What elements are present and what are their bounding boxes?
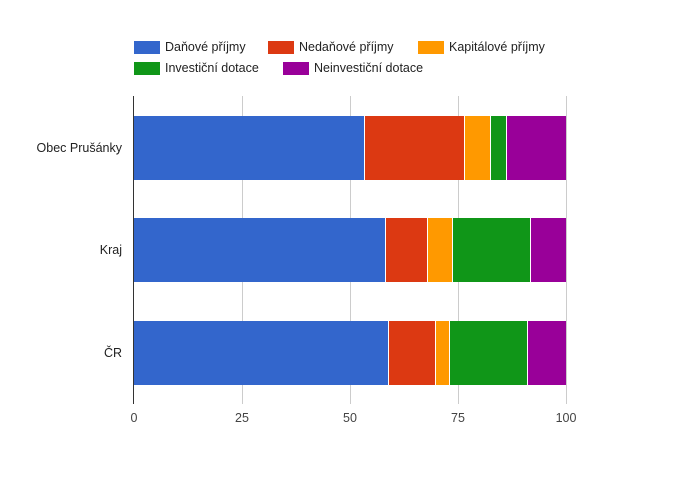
legend-label: Daňové příjmy (165, 40, 246, 54)
bar-segment[interactable] (506, 116, 566, 180)
legend-label: Investiční dotace (165, 61, 259, 75)
legend-item-neinvesticni-dotace[interactable]: Neinvestiční dotace (283, 61, 423, 75)
bar-segment[interactable] (385, 218, 429, 282)
legend-swatch (134, 61, 160, 75)
bar-segment[interactable] (449, 321, 528, 385)
legend-swatch (134, 40, 160, 54)
tick-label: 50 (343, 411, 357, 425)
tick-label: 100 (555, 411, 577, 425)
tick-label: 75 (451, 411, 465, 425)
bar-kraj[interactable] (134, 218, 566, 282)
tick-label: 0 (130, 411, 138, 425)
bar-cr[interactable] (134, 321, 566, 385)
bar-segment[interactable] (490, 116, 507, 180)
bar-segment[interactable] (530, 218, 566, 282)
legend-item-investicni-dotace[interactable]: Investiční dotace (134, 61, 259, 75)
legend-swatch (268, 40, 294, 54)
legend-swatch (283, 61, 309, 75)
bar-segment[interactable] (428, 218, 454, 282)
bar-segment[interactable] (134, 218, 386, 282)
legend-label: Neinvestiční dotace (314, 61, 424, 75)
bar-segment[interactable] (388, 321, 436, 385)
legend-item-danove-prijmy[interactable]: Daňové příjmy (134, 40, 246, 54)
legend-item-nedanove-prijmy[interactable]: Nedaňové příjmy (268, 40, 394, 54)
legend-item-kapitalove-prijmy[interactable]: Kapitálové příjmy (418, 40, 545, 54)
category-label: ČR (103, 346, 122, 360)
y-axis-line (133, 96, 134, 404)
bar-segment[interactable] (134, 321, 389, 385)
category-label: Obec Prušánky (36, 141, 122, 155)
bar-segment[interactable] (365, 116, 465, 180)
legend-label: Kapitálové příjmy (449, 40, 545, 54)
bar-obec-prusanky[interactable] (134, 116, 566, 180)
bar-segment[interactable] (527, 321, 566, 385)
bar-segment[interactable] (453, 218, 531, 282)
legend-swatch (418, 40, 444, 54)
gridline-100 (566, 96, 567, 404)
legend-label: Nedaňové příjmy (299, 40, 394, 54)
bar-segment[interactable] (435, 321, 450, 385)
tick-label: 25 (235, 411, 249, 425)
category-label: Kraj (99, 243, 122, 257)
bar-segment[interactable] (464, 116, 491, 180)
bar-segment[interactable] (134, 116, 366, 180)
